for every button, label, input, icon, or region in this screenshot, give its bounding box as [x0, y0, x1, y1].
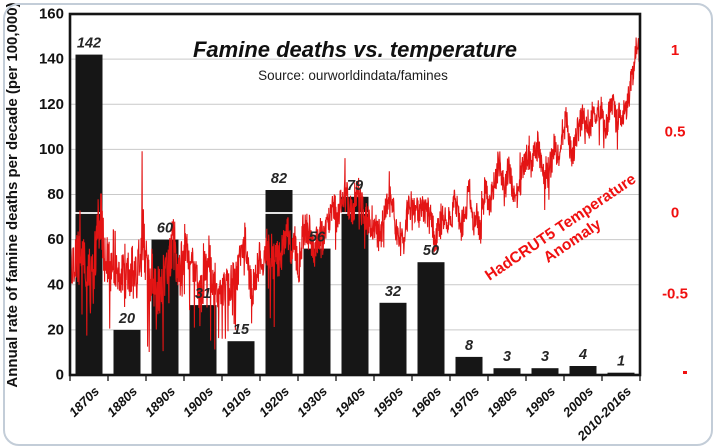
- bar-value-label: 15: [233, 322, 250, 338]
- bar-1950s: [379, 302, 407, 375]
- right-tick-label: 1: [671, 42, 679, 59]
- x-tick-label: 1990s: [522, 384, 558, 420]
- chart-subtitle: Source: ourworldindata/famines: [258, 68, 448, 83]
- x-tick-label: 1880s: [104, 384, 140, 420]
- clipped-minus-one-tick: [683, 371, 687, 374]
- x-tick-label: 1920s: [256, 384, 292, 420]
- left-tick-label: 100: [39, 141, 64, 158]
- x-tick-label: 1910s: [218, 384, 254, 420]
- plot-border: [68, 12, 642, 377]
- bar-1960s: [417, 262, 445, 375]
- bar-value-label: 79: [347, 178, 363, 194]
- x-tick-label: 1890s: [142, 384, 178, 420]
- bar-value-label: 50: [423, 243, 439, 259]
- bar-1900s: [189, 305, 217, 375]
- bar-value-label: 82: [271, 171, 287, 187]
- x-tick-label: 1900s: [180, 384, 216, 420]
- x-axis-ticks: 1870s 1880s 1890s 1900s 1910s 1920s 1930s 1940s…: [66, 375, 641, 444]
- left-tick-label: 0: [56, 367, 64, 384]
- bar-value-label: 60: [157, 221, 173, 237]
- right-tick-label: 0: [671, 205, 679, 222]
- temperature-anomaly-line: [70, 14, 640, 353]
- bar-value-label: 31: [195, 286, 211, 302]
- bar-1980s: [493, 368, 521, 375]
- left-axis-ticks: 0 20 40 60 80 100 120 140 160: [39, 6, 64, 384]
- bar-1990s: [531, 368, 559, 375]
- left-tick-label: 160: [39, 6, 64, 23]
- left-tick-label: 120: [39, 96, 64, 113]
- right-axis-ticks: 1 0.5 0 -0.5: [662, 42, 688, 303]
- bar-value-label: 32: [385, 284, 401, 300]
- line-annotation: HadCRUT5 Temperature Anomaly: [482, 168, 653, 299]
- chart-title: Famine deaths vs. temperature: [193, 37, 517, 62]
- bar-1880s: [113, 329, 141, 375]
- x-tick-label: 1940s: [332, 384, 368, 420]
- left-tick-label: 20: [47, 321, 64, 338]
- left-axis-title: Annual rate of famine deaths per decade …: [4, 2, 21, 387]
- x-tick-label: 1960s: [408, 384, 444, 420]
- x-tick-label: 1970s: [446, 384, 482, 420]
- famine-bars: [75, 54, 635, 375]
- bar-value-label: 3: [503, 349, 511, 365]
- left-tick-label: 40: [47, 276, 64, 293]
- bar-1910s: [227, 341, 255, 375]
- bar-value-label: 56: [309, 230, 326, 246]
- right-tick-label: -0.5: [662, 286, 688, 303]
- bar-value-label: 3: [541, 349, 549, 365]
- right-tick-label: 0.5: [665, 123, 686, 140]
- bar-1970s: [455, 356, 483, 375]
- x-tick-label: 1950s: [370, 384, 406, 420]
- left-tick-label: 80: [47, 186, 64, 203]
- bar-value-label: 142: [77, 36, 101, 52]
- bar-value-label: 20: [118, 311, 135, 327]
- bar-value-label: 1: [617, 354, 625, 370]
- x-tick-label: 2000s: [559, 384, 596, 421]
- left-tick-label: 60: [47, 231, 64, 248]
- x-tick-label: 1980s: [484, 384, 520, 420]
- x-tick-label: 1930s: [294, 384, 330, 420]
- left-tick-label: 140: [39, 51, 64, 68]
- x-tick-label: 1870s: [66, 384, 102, 420]
- bar-value-labels: 142 20 60 31 15 82 56 79 32 50 8 3 3 4 1: [77, 36, 625, 370]
- bar-2000s: [569, 366, 597, 375]
- bar-value-label: 4: [578, 347, 587, 363]
- bar-value-label: 8: [465, 338, 474, 354]
- bar-1930s: [303, 248, 331, 375]
